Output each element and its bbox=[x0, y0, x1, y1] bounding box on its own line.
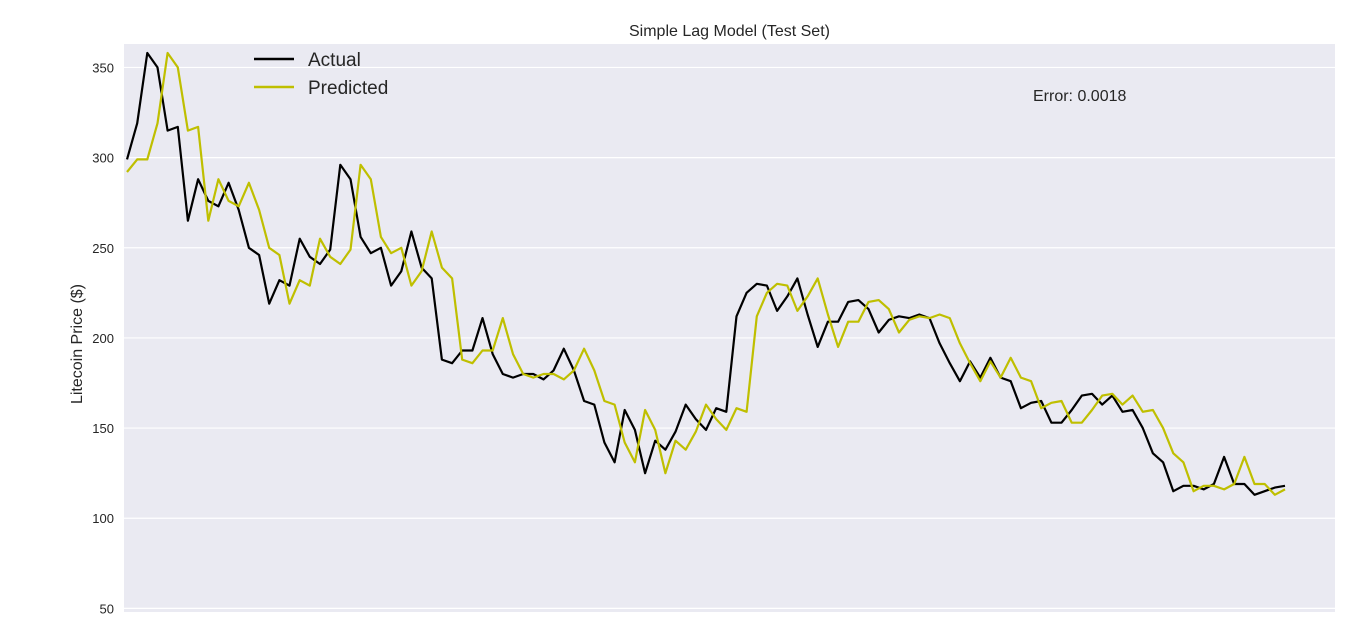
y-tick-label: 200 bbox=[92, 331, 114, 346]
series-lines bbox=[125, 51, 1286, 496]
y-tick-label: 350 bbox=[92, 60, 114, 75]
y-axis-ticks: 50 100 150 200 250 300 350 bbox=[92, 60, 114, 616]
series-line-predicted bbox=[126, 51, 1286, 496]
series-line-actual bbox=[125, 51, 1286, 496]
y-tick-label: 100 bbox=[92, 511, 114, 526]
plot-area bbox=[124, 44, 1335, 612]
y-tick-label: 250 bbox=[92, 241, 114, 256]
y-tick-label: 300 bbox=[92, 151, 114, 166]
y-tick-label: 150 bbox=[92, 421, 114, 436]
y-tick-label: 50 bbox=[100, 601, 114, 616]
error-annotation: Error: 0.0018 bbox=[1033, 88, 1126, 105]
legend: Actual Predicted bbox=[254, 50, 388, 99]
chart-title: Simple Lag Model (Test Set) bbox=[629, 23, 830, 40]
legend-label-actual: Actual bbox=[308, 50, 361, 71]
legend-label-predicted: Predicted bbox=[308, 78, 388, 99]
y-axis-label: Litecoin Price ($) bbox=[69, 284, 86, 404]
